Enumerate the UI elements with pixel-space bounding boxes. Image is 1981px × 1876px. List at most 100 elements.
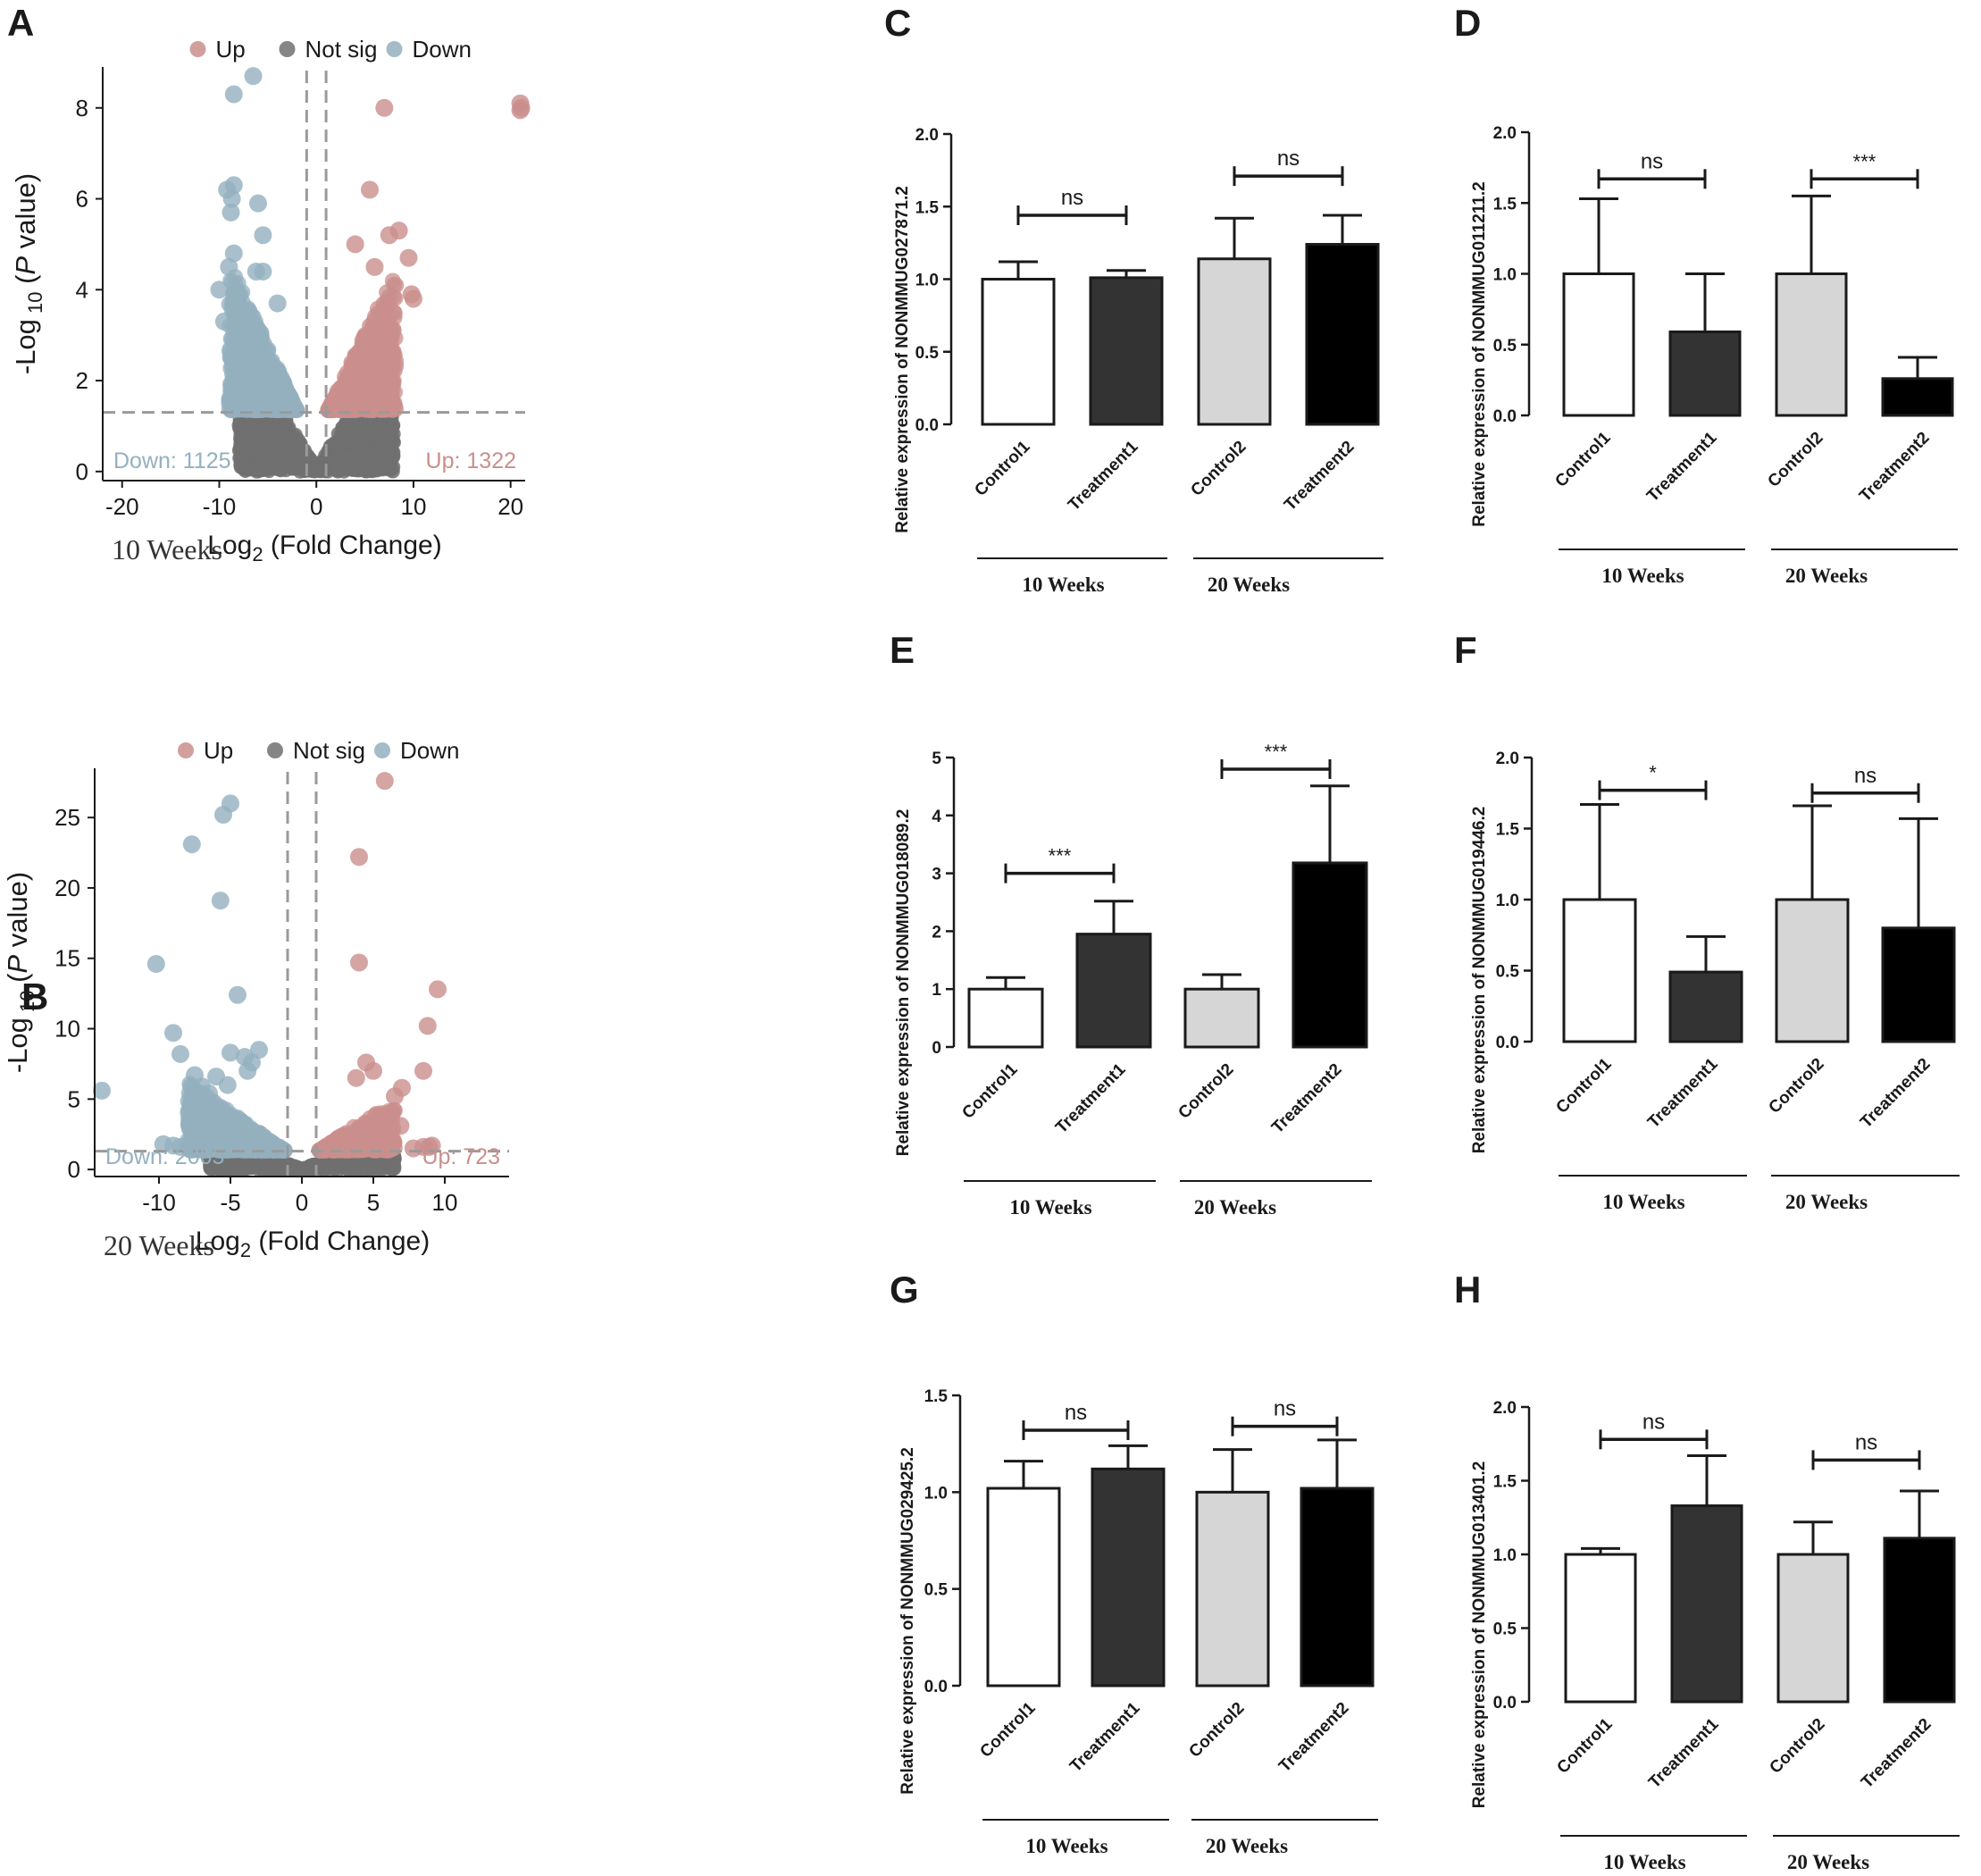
volcano-plot-b: Up Not sig Down -10 -5 0 5 10 0 5 10 15 20 25 Down: 20… <box>2 737 509 1261</box>
y-tick-label: 2.0 <box>1493 124 1517 143</box>
up-point <box>418 1017 437 1035</box>
panel-letter-c: C <box>884 2 911 44</box>
y-tick-label: 5 <box>68 1085 80 1112</box>
group-label: 10 Weeks <box>1601 565 1684 587</box>
group-label: 20 Weeks <box>104 1229 214 1261</box>
bar-treatment1 <box>1668 330 1742 417</box>
up-point <box>404 289 422 308</box>
bar-treatment2 <box>1300 1487 1375 1688</box>
y-tick-label: 1.0 <box>915 272 939 290</box>
panel-letter-a: A <box>7 2 34 44</box>
up-points <box>311 772 447 1159</box>
not-sig-point <box>364 448 379 463</box>
significance-label: ns <box>1277 147 1300 171</box>
bar-control2 <box>1197 257 1272 426</box>
down-point <box>183 1093 200 1110</box>
bar-control1 <box>981 278 1056 426</box>
y-tick-label: 0.0 <box>915 416 939 435</box>
bar-treatment2 <box>1291 861 1368 1049</box>
legend-swatch-not-sig <box>279 41 296 57</box>
significance-label: ns <box>1274 1397 1296 1421</box>
up-point <box>386 1087 404 1106</box>
down-point <box>248 331 265 348</box>
not-sig-point <box>236 415 251 430</box>
significance-label: *** <box>1265 741 1288 763</box>
down-point <box>214 806 232 825</box>
y-tick-label: 0.0 <box>1493 407 1517 426</box>
bar-chart-g: 0.0 0.5 1.0 1.5 Control1 Treatment1 Control2 Tr… <box>899 1387 1378 1857</box>
down-point <box>185 1115 202 1132</box>
x-tick-label: -20 <box>105 493 139 520</box>
significance-label: ns <box>1065 1401 1087 1425</box>
down-point <box>164 1024 182 1043</box>
not-sig-point <box>372 462 388 477</box>
group-label: 20 Weeks <box>1194 1196 1276 1219</box>
bar-chart-e: 0 1 2 3 4 5 Control1 Treatment1 Control2 Treatmen… <box>894 741 1372 1219</box>
significance-label: *** <box>1049 845 1072 867</box>
not-sig-point <box>366 1159 381 1174</box>
up-count-label: Up: 1322 <box>426 448 516 473</box>
x-tick-label: -10 <box>142 1189 176 1216</box>
down-point <box>223 357 240 374</box>
up-point <box>347 1068 365 1087</box>
y-tick-label: 0.5 <box>924 1581 949 1600</box>
up-point <box>365 257 384 276</box>
legend-label: Down <box>413 36 472 63</box>
group-label: 20 Weeks <box>1208 574 1290 596</box>
y-tick-label: 4 <box>932 808 941 826</box>
down-points <box>210 67 305 419</box>
y-tick-label: 5 <box>932 750 941 768</box>
y-tick-label: 0.5 <box>1493 337 1517 356</box>
not-sig-point <box>263 453 278 468</box>
not-sig-point <box>271 1160 286 1176</box>
bar-control2 <box>1775 898 1850 1043</box>
y-axis-title: Relative expression of NONMMUG018089.2 <box>894 809 913 1157</box>
legend-swatch-up <box>189 41 206 57</box>
not-sig-point <box>317 1156 332 1171</box>
up-point <box>375 98 394 117</box>
group-label: 10 Weeks <box>1602 1191 1684 1213</box>
legend-label: Up <box>204 737 233 764</box>
y-tick-label: 20 <box>54 875 80 901</box>
group-label: 10 Weeks <box>112 533 222 565</box>
bar-control2 <box>1775 272 1848 417</box>
up-point <box>383 400 400 417</box>
y-tick-label: 0.0 <box>924 1678 948 1696</box>
y-tick-label: 0.0 <box>1496 1034 1519 1052</box>
y-tick-label: 2.0 <box>1496 750 1519 768</box>
y-tick-label: 1.5 <box>1493 195 1517 214</box>
x-category-label: Control1 <box>958 1059 1021 1122</box>
down-point <box>254 226 272 245</box>
x-category-label: Treatment2 <box>1856 429 1934 507</box>
not-sig-point <box>245 445 260 460</box>
up-point <box>357 1116 374 1133</box>
down-point <box>182 835 201 854</box>
up-point <box>414 1061 432 1080</box>
panel-letter-g: G <box>890 1269 919 1311</box>
x-category-label: Treatment1 <box>1066 1698 1144 1776</box>
down-point <box>220 257 238 276</box>
y-tick-label: 0.5 <box>915 344 940 363</box>
y-tick-label: 1.5 <box>924 1387 949 1406</box>
not-sig-point <box>334 426 349 441</box>
not-sig-point <box>292 436 307 451</box>
x-category-label: Control2 <box>1765 1055 1827 1118</box>
up-point <box>375 772 394 791</box>
bar-control1 <box>967 987 1044 1049</box>
x-axis-title: Log2 (Fold Change) <box>207 531 441 565</box>
legend-label: Up <box>216 36 246 63</box>
x-tick-label: 0 <box>296 1189 308 1216</box>
up-point <box>356 329 373 346</box>
y-tick-label: 1.5 <box>1496 821 1520 840</box>
up-point <box>338 373 355 390</box>
y-tick-label: 1.0 <box>1493 266 1517 285</box>
bar-treatment2 <box>1881 377 1954 417</box>
down-point <box>229 1121 246 1138</box>
not-sig-point <box>332 448 347 464</box>
not-sig-point <box>232 1157 247 1172</box>
down-point <box>171 1044 189 1063</box>
group-label: 10 Weeks <box>1025 1835 1108 1857</box>
bar-treatment2 <box>1883 1537 1956 1704</box>
down-point <box>237 346 254 363</box>
up-point <box>372 1139 389 1156</box>
